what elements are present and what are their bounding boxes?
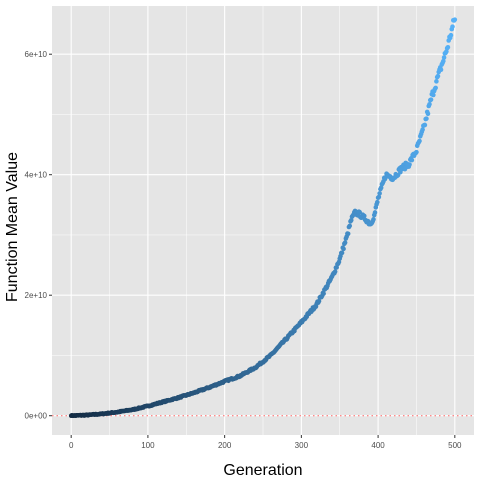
data-point xyxy=(371,217,376,222)
x-tick-label: 400 xyxy=(371,441,385,450)
data-point xyxy=(417,139,422,144)
data-point xyxy=(375,200,380,205)
data-point xyxy=(377,191,382,196)
y-tick-label: 4e+10 xyxy=(25,171,48,180)
x-tick-label: 300 xyxy=(295,441,309,450)
data-point xyxy=(341,247,346,252)
data-point xyxy=(434,79,439,84)
data-point xyxy=(453,17,458,22)
data-point xyxy=(333,269,338,274)
data-point xyxy=(340,251,345,256)
data-point xyxy=(414,150,419,155)
y-tick-label: 0e+00 xyxy=(25,412,48,421)
data-point xyxy=(362,214,367,219)
data-point xyxy=(439,67,444,72)
data-point xyxy=(431,93,436,98)
x-tick-label: 200 xyxy=(218,441,232,450)
data-point xyxy=(442,55,447,60)
data-point xyxy=(410,158,415,163)
data-point xyxy=(347,224,352,229)
data-point xyxy=(450,24,455,29)
data-point xyxy=(343,240,348,245)
y-tick-label: 2e+10 xyxy=(25,291,48,300)
x-axis-title: Generation xyxy=(223,462,302,479)
data-point xyxy=(373,210,378,215)
x-tick-label: 0 xyxy=(69,441,74,450)
data-point xyxy=(407,162,412,167)
data-point xyxy=(426,112,431,117)
data-point xyxy=(433,86,438,91)
data-point xyxy=(436,74,441,79)
data-point xyxy=(429,97,434,102)
data-point xyxy=(420,127,425,132)
y-tick-label: 6e+10 xyxy=(25,50,48,59)
data-point xyxy=(423,123,428,128)
x-tick-label: 500 xyxy=(448,441,462,450)
data-point xyxy=(424,116,429,121)
data-point xyxy=(446,45,451,50)
data-point xyxy=(427,102,432,107)
x-tick-label: 100 xyxy=(141,441,155,450)
data-point xyxy=(321,291,326,296)
data-point xyxy=(449,33,454,38)
data-point xyxy=(346,231,351,236)
y-axis-title: Function Mean Value xyxy=(4,152,21,302)
